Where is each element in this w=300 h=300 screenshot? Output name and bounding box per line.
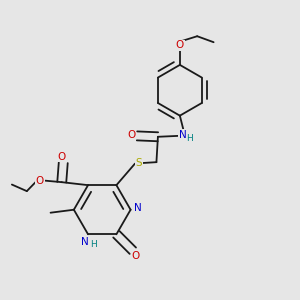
Text: N: N [179, 130, 187, 140]
Text: H: H [90, 240, 97, 249]
Text: S: S [136, 158, 142, 168]
Text: O: O [58, 152, 66, 162]
Text: H: H [186, 134, 193, 143]
Text: O: O [176, 40, 184, 50]
Text: O: O [132, 251, 140, 261]
Text: O: O [127, 130, 135, 140]
Text: N: N [134, 203, 142, 213]
Text: N: N [81, 237, 89, 247]
Text: O: O [36, 176, 44, 186]
